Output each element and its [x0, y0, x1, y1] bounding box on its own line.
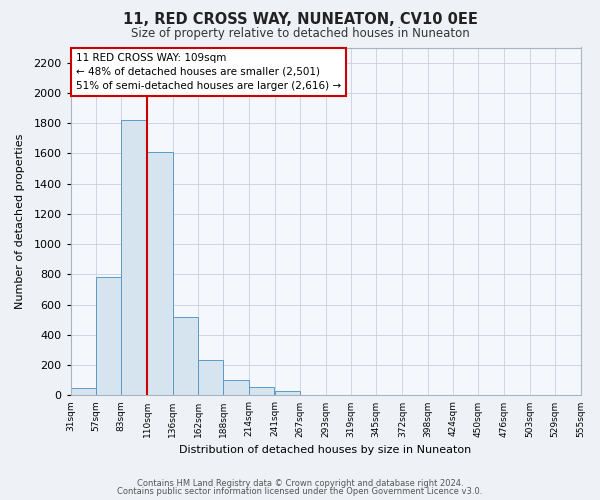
X-axis label: Distribution of detached houses by size in Nuneaton: Distribution of detached houses by size …: [179, 445, 472, 455]
Text: Size of property relative to detached houses in Nuneaton: Size of property relative to detached ho…: [131, 28, 469, 40]
Bar: [173, 317, 198, 396]
Bar: [223, 380, 248, 396]
Bar: [96, 278, 121, 396]
Y-axis label: Number of detached properties: Number of detached properties: [15, 134, 25, 309]
Bar: [148, 152, 173, 396]
Text: Contains public sector information licensed under the Open Government Licence v3: Contains public sector information licen…: [118, 487, 482, 496]
Bar: [71, 388, 96, 396]
Bar: [121, 120, 146, 396]
Text: Contains HM Land Registry data © Crown copyright and database right 2024.: Contains HM Land Registry data © Crown c…: [137, 478, 463, 488]
Text: 11 RED CROSS WAY: 109sqm
← 48% of detached houses are smaller (2,501)
51% of sem: 11 RED CROSS WAY: 109sqm ← 48% of detach…: [76, 52, 341, 90]
Bar: [275, 391, 300, 396]
Text: 11, RED CROSS WAY, NUNEATON, CV10 0EE: 11, RED CROSS WAY, NUNEATON, CV10 0EE: [122, 12, 478, 28]
Bar: [248, 387, 274, 396]
Bar: [198, 360, 223, 396]
